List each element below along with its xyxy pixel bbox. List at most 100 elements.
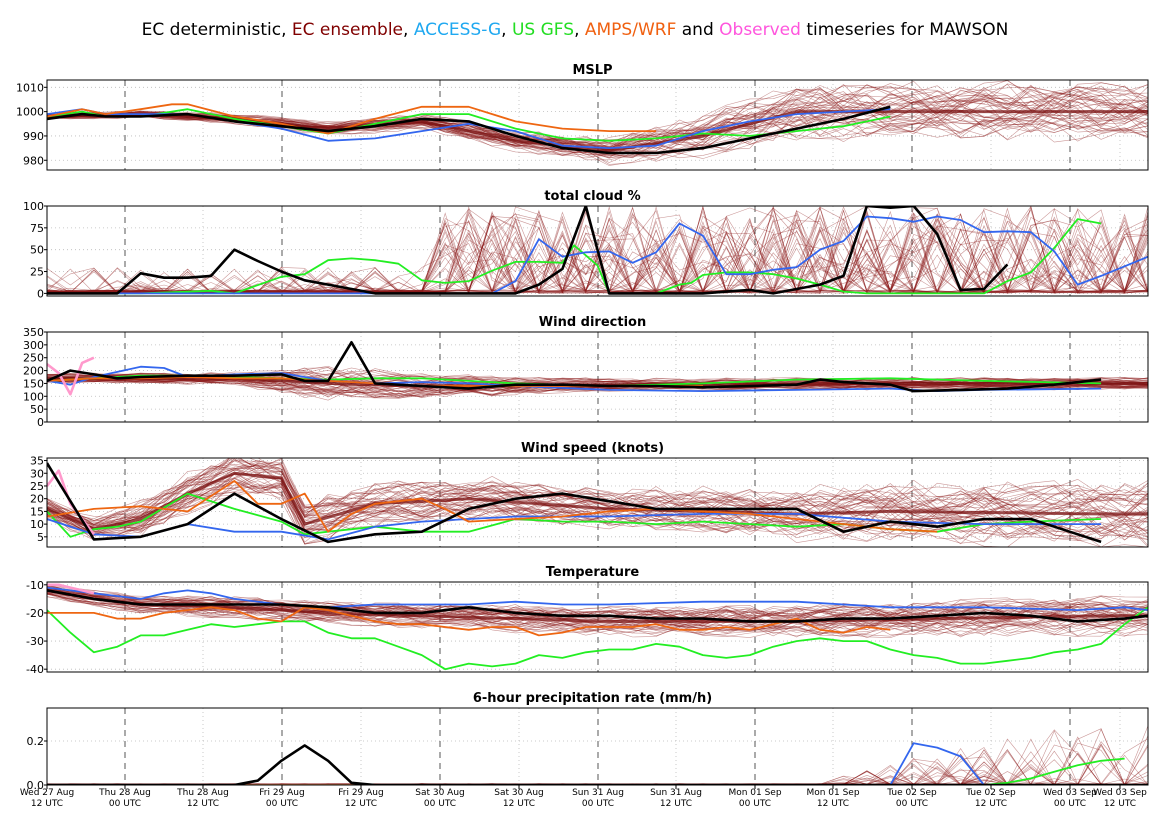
ensemble-member-line (47, 206, 1148, 294)
ensemble-member-line (47, 459, 1148, 525)
ensemble-member-line (47, 458, 1148, 521)
title-part: , (281, 20, 292, 40)
ensemble-member-line (47, 464, 1148, 521)
ensemble-member-line (47, 206, 1148, 295)
x-tick-label: 12 UTC (345, 799, 377, 809)
y-tick-label: 10 (30, 518, 44, 531)
series-line-amps (47, 606, 891, 637)
series-line-amps (47, 479, 938, 533)
y-tick-label: 20 (30, 493, 44, 506)
ensemble-member-line (47, 209, 1148, 294)
x-tick-label: 00 UTC (739, 799, 771, 809)
ensemble-member-line (47, 477, 1148, 547)
y-tick-label: 100 (23, 390, 44, 403)
title-part: US GFS (511, 20, 575, 40)
y-tick-label: 1010 (16, 81, 44, 94)
ensemble-member-line (47, 469, 1148, 529)
x-tick-label: 12 UTC (503, 799, 535, 809)
y-tick-label: -30 (26, 635, 44, 648)
x-tick-label: 12 UTC (660, 799, 692, 809)
ensemble-member-line (47, 208, 1148, 294)
y-tick-label: -10 (26, 579, 44, 592)
ensemble-member-line (47, 586, 1148, 619)
panel-title: Temperature (546, 565, 640, 580)
ensemble-member-line (47, 93, 1148, 150)
ensemble-member-line (47, 460, 1148, 530)
y-tick-label: 990 (23, 130, 44, 143)
ensemble-member-line (47, 469, 1148, 534)
ensemble-member-line (47, 464, 1148, 528)
ensemble-member-line (47, 206, 1148, 294)
ensemble-member-line (47, 458, 1148, 529)
ensemble-member-line (47, 378, 1148, 396)
x-tick-label: 00 UTC (896, 799, 928, 809)
ensemble-member-line (47, 461, 1148, 521)
panel-4: Temperature -40 -30 -20 -10 (26, 565, 1149, 676)
panel-frame (46, 331, 1149, 423)
x-tick-label: Thu 28 Aug (176, 788, 229, 798)
ensemble-member-line (47, 212, 1148, 294)
x-tick-label: Mon 01 Sep (728, 788, 781, 798)
y-tick-label: 15 (30, 505, 44, 518)
ensemble-member-line (47, 213, 1148, 294)
ensemble-member-line (47, 467, 1148, 530)
panel-title: Wind speed (knots) (521, 441, 664, 456)
plot-area (47, 206, 1148, 295)
ensemble-member-line (47, 379, 1148, 398)
ensemble-member-line (47, 206, 1148, 294)
series-line-access (47, 586, 1148, 611)
x-tick-label: 12 UTC (975, 799, 1007, 809)
y-tick-label: 75 (30, 222, 44, 235)
ensemble-member-line (47, 458, 1148, 526)
x-tick-label: Wed 27 Aug (20, 788, 74, 798)
y-tick-label: 50 (30, 244, 44, 257)
x-tick-label: Sat 30 Aug (494, 788, 544, 798)
ensemble-member-line (47, 113, 1148, 161)
ensemble-member-line (47, 592, 1148, 639)
ensemble-member-line (47, 593, 1148, 639)
x-tick-label: 00 UTC (1054, 799, 1086, 809)
y-tick-label: 350 (23, 326, 44, 339)
x-tick-label: Fri 29 Aug (338, 788, 383, 798)
ensemble-member-line (47, 368, 1148, 384)
ensemble-member-line (47, 589, 1148, 621)
panel-5: 6-hour precipitation rate (mm/h) 0.0 0.2 (27, 691, 1149, 792)
ensemble-member-line (47, 458, 1148, 519)
ensemble-member-line (47, 587, 1148, 620)
ensemble-member-line (47, 208, 1148, 294)
y-tick-label: 5 (37, 531, 44, 544)
ensemble-member-line (47, 592, 1148, 637)
series-line-gfs (47, 757, 1125, 785)
series-line-observed (47, 583, 95, 595)
panel-title: total cloud % (544, 189, 640, 204)
title-part: Observed (719, 20, 801, 40)
y-tick-label: 35 (30, 455, 44, 468)
title-part: EC ensemble (291, 20, 404, 40)
ensemble-member-line (47, 467, 1148, 527)
ensemble-member-line (47, 208, 1148, 294)
y-tick-label: 0 (37, 287, 44, 300)
title-part: ACCESS-G (413, 20, 502, 40)
ensemble-member-line (47, 482, 1148, 541)
x-tick-label: 00 UTC (582, 799, 614, 809)
y-tick-label: 980 (23, 154, 44, 167)
ensemble-member-line (47, 213, 1148, 294)
ensemble-member-line (47, 596, 1148, 637)
series-line-access (47, 215, 1148, 295)
ensemble-member-line (47, 379, 1148, 399)
y-tick-label: 25 (30, 480, 44, 493)
y-tick-label: -40 (26, 663, 44, 676)
panel-frame (46, 581, 1149, 673)
ensemble-member-line (47, 379, 1148, 401)
y-tick-label: 100 (23, 200, 44, 213)
ensemble-member-line (47, 379, 1148, 398)
ensemble-member-line (47, 218, 1148, 294)
ensemble-member-line (47, 464, 1148, 526)
y-tick-label: 200 (23, 365, 44, 378)
panel-1: total cloud % 0 25 50 75 100 (23, 189, 1149, 300)
y-tick-label: 50 (30, 403, 44, 416)
plot-area (47, 458, 1148, 547)
ensemble-member-line (47, 209, 1148, 294)
y-tick-label: 0.0 (27, 779, 45, 792)
